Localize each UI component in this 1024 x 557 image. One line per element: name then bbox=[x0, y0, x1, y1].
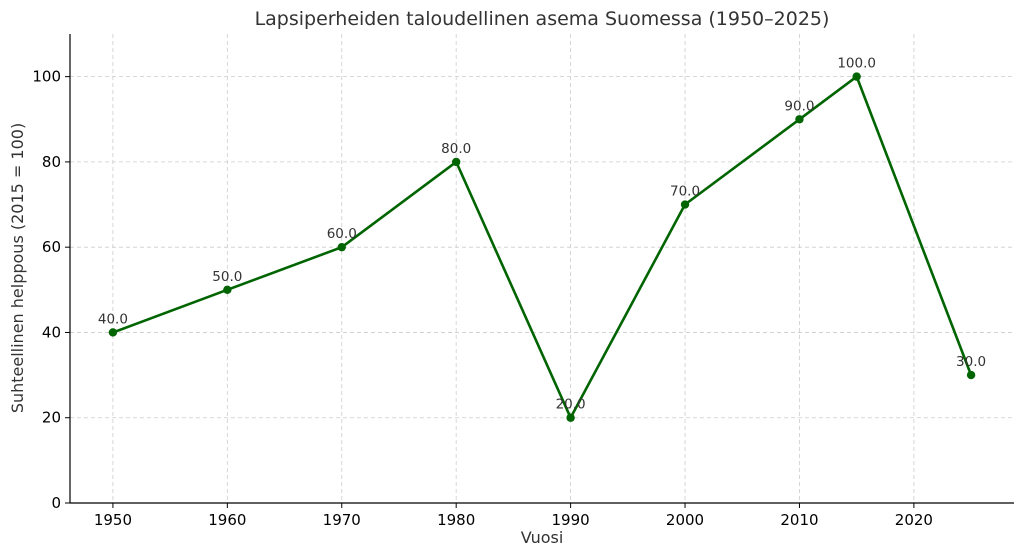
data-point bbox=[852, 72, 861, 81]
x-tick-label: 1960 bbox=[208, 511, 246, 529]
data-label: 90.0 bbox=[784, 98, 814, 114]
data-points bbox=[108, 72, 976, 422]
data-point bbox=[566, 413, 575, 422]
y-tick-label: 20 bbox=[42, 409, 61, 427]
data-point bbox=[337, 242, 346, 252]
data-label: 100.0 bbox=[837, 56, 876, 72]
x-tick-label: 2010 bbox=[780, 511, 818, 529]
data-point bbox=[680, 200, 690, 209]
data-labels: 40.0 50.0 60.0 80.0 20.0 70.0 90.0 100.0 30.0 bbox=[98, 56, 986, 413]
y-axis-ticks: 0 20 40 60 80 100 bbox=[32, 68, 70, 512]
data-point bbox=[966, 370, 976, 380]
data-label: 30.0 bbox=[956, 354, 986, 370]
data-point bbox=[451, 157, 461, 167]
x-tick-label: 1950 bbox=[94, 511, 132, 529]
data-label: 50.0 bbox=[212, 269, 242, 285]
chart-title: Lapsiperheiden taloudellinen asema Suome… bbox=[255, 8, 830, 30]
x-axis-ticks: 1950 1960 1970 1980 1990 2000 2010 2020 bbox=[94, 503, 933, 529]
data-label: 80.0 bbox=[441, 141, 471, 157]
y-tick-label: 60 bbox=[42, 238, 61, 256]
data-label: 70.0 bbox=[670, 184, 700, 200]
x-tick-label: 1990 bbox=[552, 511, 590, 529]
y-axis-title: Suhteellinen helppous (2015 = 100) bbox=[8, 123, 27, 413]
x-tick-label: 2020 bbox=[895, 511, 933, 529]
data-label: 60.0 bbox=[327, 226, 357, 242]
x-axis-title: Vuosi bbox=[521, 528, 564, 547]
x-tick-label: 1980 bbox=[437, 511, 475, 529]
y-tick-label: 80 bbox=[42, 153, 61, 171]
data-point bbox=[795, 115, 804, 124]
data-label: 40.0 bbox=[98, 311, 128, 327]
data-point bbox=[108, 328, 118, 337]
y-tick-label: 0 bbox=[51, 494, 61, 512]
y-tick-label: 40 bbox=[42, 323, 61, 341]
data-point bbox=[223, 285, 232, 295]
data-label: 20.0 bbox=[556, 397, 586, 413]
x-tick-label: 1970 bbox=[323, 511, 361, 529]
y-tick-label: 100 bbox=[32, 68, 61, 86]
x-tick-label: 2000 bbox=[666, 511, 704, 529]
